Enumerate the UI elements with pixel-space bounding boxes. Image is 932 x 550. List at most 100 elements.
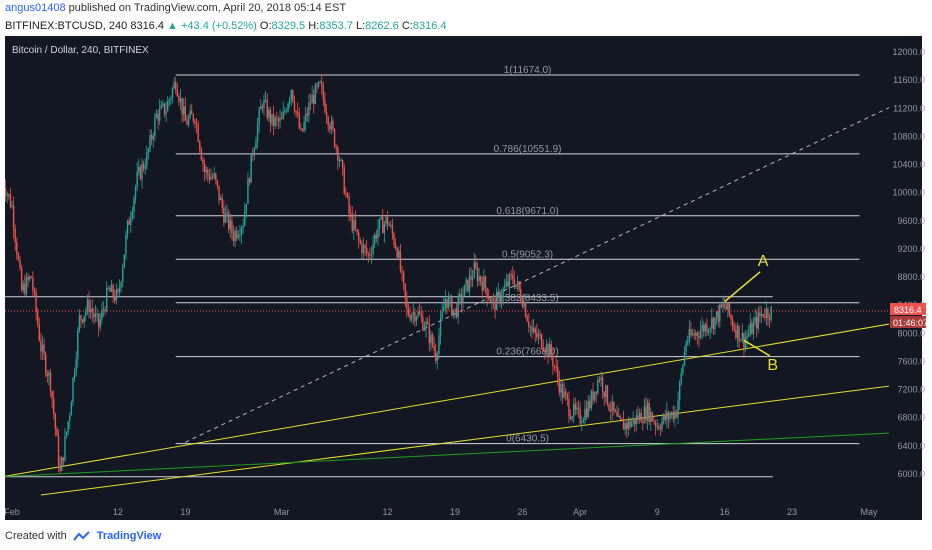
- candle-body: [239, 234, 241, 236]
- candle-body: [653, 421, 655, 423]
- tradingview-brand[interactable]: TradingView: [96, 530, 162, 542]
- candle-body: [160, 105, 162, 109]
- candle-body: [341, 160, 344, 168]
- candle-body: [439, 318, 442, 337]
- candle-body: [234, 230, 236, 241]
- candle-body: [515, 284, 517, 288]
- candle-body: [255, 141, 257, 150]
- candle-body: [8, 194, 10, 196]
- candle-body: [722, 303, 724, 308]
- candle-body: [500, 297, 503, 303]
- candle-body: [595, 391, 597, 394]
- candle-body: [717, 311, 719, 322]
- candle-body: [640, 412, 642, 423]
- candle-body: [520, 289, 522, 301]
- candle-body: [629, 420, 631, 428]
- candle-body: [290, 90, 292, 100]
- candle-body: [152, 136, 154, 140]
- candle-body: [744, 338, 747, 349]
- candle-body: [576, 407, 578, 410]
- candle-body: [451, 296, 453, 316]
- candle-body: [443, 307, 445, 312]
- time-axis-background: [5, 502, 889, 520]
- candle-body: [606, 385, 609, 405]
- candle-body: [269, 109, 272, 124]
- candle-body: [651, 412, 654, 422]
- candle-body: [78, 315, 81, 331]
- price-chart[interactable]: 0(6430.5) 0.236(7668.0) 0.382(8433.5) 0.5(9…: [0, 36, 932, 520]
- footer: Created with TradingView: [5, 530, 161, 542]
- candle-body: [513, 279, 516, 288]
- candle-body: [674, 411, 676, 420]
- candle-body: [155, 113, 158, 118]
- annotation-arrow: [743, 339, 771, 357]
- candle-body: [634, 418, 636, 425]
- candle-body: [35, 292, 37, 313]
- candle-body: [664, 414, 666, 420]
- candle-body: [680, 372, 682, 382]
- candle-body: [412, 311, 414, 315]
- candle-body: [56, 428, 58, 437]
- candle-body: [683, 351, 686, 366]
- candle-body: [366, 247, 368, 254]
- candle-body: [645, 406, 647, 421]
- candle-body: [303, 122, 305, 131]
- candle-body: [293, 101, 296, 112]
- candle-body: [287, 103, 289, 112]
- x-tick-label: May: [861, 507, 879, 517]
- candle-body: [296, 111, 299, 114]
- candle-body: [194, 121, 196, 124]
- candle-body: [589, 401, 591, 408]
- candle-body: [396, 248, 398, 258]
- candle-body: [516, 281, 519, 285]
- y-tick-label: 7200.0: [897, 385, 925, 395]
- candle-body: [635, 415, 638, 425]
- candle-body: [643, 406, 646, 423]
- candle-body: [752, 322, 755, 335]
- candle-body: [462, 295, 464, 303]
- candle-body: [621, 418, 623, 420]
- candle-body: [96, 313, 98, 315]
- candle-body: [584, 408, 586, 421]
- candle-body: [760, 314, 763, 317]
- candle-body: [348, 196, 350, 214]
- candle-body: [158, 108, 161, 121]
- author-link[interactable]: angus01408: [5, 2, 66, 14]
- candle-body: [688, 328, 691, 342]
- candle-body: [388, 224, 390, 226]
- candle-body: [141, 163, 143, 180]
- candle-body: [385, 217, 387, 224]
- candle-body: [28, 276, 31, 280]
- candle-body: [253, 149, 256, 156]
- candle-body: [236, 230, 238, 238]
- candle-body: [149, 135, 151, 149]
- candle-body: [226, 212, 228, 214]
- candle-body: [38, 324, 40, 341]
- candle-body: [654, 422, 657, 427]
- candle-body: [601, 377, 604, 392]
- candle-body: [431, 334, 434, 346]
- candle-body: [313, 95, 315, 104]
- candle-body: [150, 135, 153, 140]
- candle-body: [423, 328, 426, 331]
- candle-body: [229, 220, 231, 230]
- candle-body: [524, 303, 527, 318]
- candle-body: [529, 327, 532, 329]
- ticker-info: BITFINEX:BTCUSD, 240 8316.4 ▲ +43.4 (+0.…: [5, 20, 447, 32]
- candle-body: [372, 243, 374, 254]
- candle-body: [101, 309, 103, 320]
- x-tick-label: 23: [787, 507, 797, 517]
- candle-body: [455, 308, 458, 317]
- candle-body: [131, 211, 134, 219]
- candle-body: [399, 251, 402, 271]
- candle-body: [441, 311, 443, 319]
- candle-body: [436, 353, 439, 361]
- candle-body: [444, 298, 447, 308]
- candle-body: [184, 106, 187, 122]
- candle-body: [330, 120, 333, 130]
- candle-body: [687, 341, 689, 343]
- candle-body: [337, 147, 339, 161]
- candle-body: [369, 254, 371, 256]
- candle-body: [504, 285, 506, 289]
- candle-body: [487, 298, 490, 300]
